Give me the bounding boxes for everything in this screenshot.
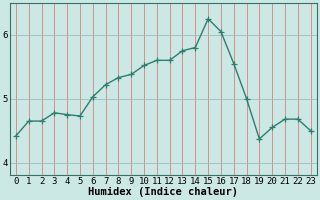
X-axis label: Humidex (Indice chaleur): Humidex (Indice chaleur) (88, 187, 238, 197)
